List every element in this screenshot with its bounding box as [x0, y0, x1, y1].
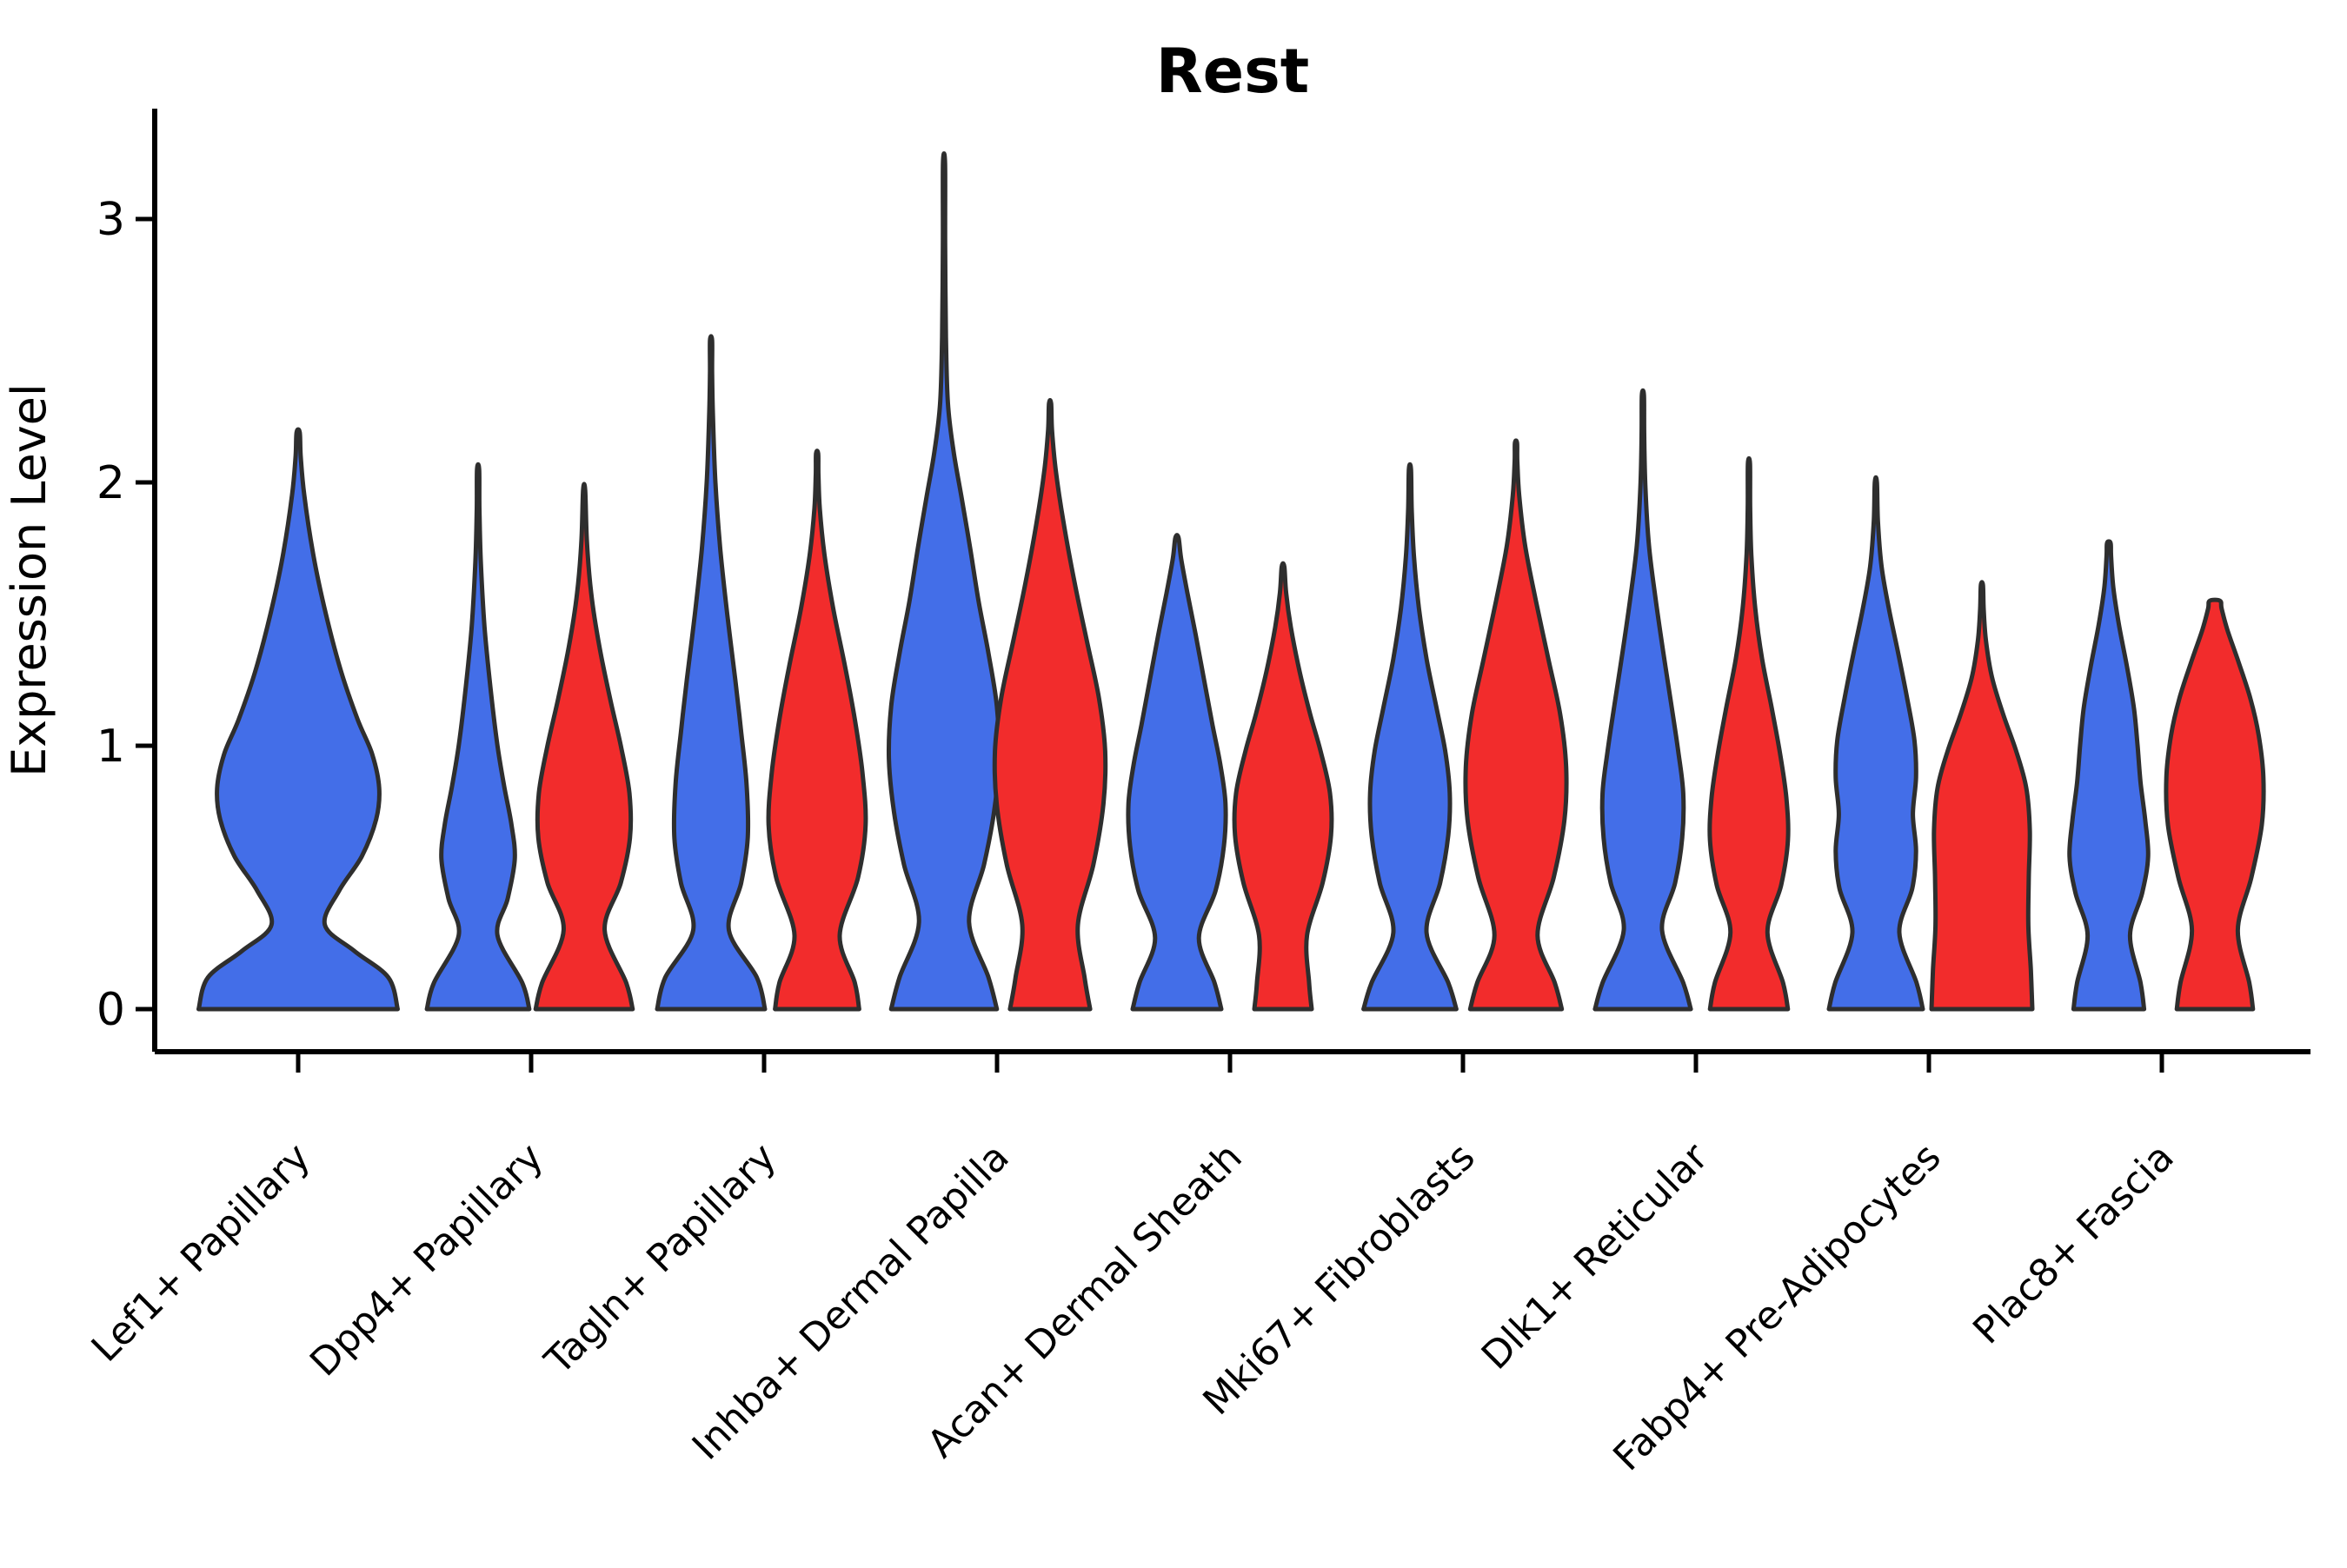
violin-inhba-dermal-papilla-red	[992, 397, 1108, 1012]
violin-tagln-papillary-blue	[655, 334, 768, 1012]
violin-lef1-papillary-blue	[196, 427, 400, 1012]
violin-plac8-fascia-blue	[2067, 539, 2151, 1012]
x-tick-label-dlk1-reticular: Dlk1+ Reticular	[1473, 1134, 1718, 1379]
violin-dlk1-reticular-red	[1707, 455, 1791, 1012]
violin-inhba-dermal-papilla-blue	[886, 151, 1002, 1012]
violin-acan-dermal-sheath-blue	[1126, 533, 1228, 1012]
violin-mki67-fibroblasts-red	[1463, 438, 1569, 1012]
violin-tagln-papillary-red	[766, 448, 868, 1012]
y-tick-label: 2	[96, 457, 125, 509]
chart-title: Rest	[1156, 36, 1310, 107]
x-tick-label-plac8-fascia: Plac8+ Fascia	[1965, 1135, 2183, 1353]
violin-fabp4-pre-adipocytes-red	[1929, 580, 2035, 1012]
x-tick-label-tagln-papillary: Tagln+ Papillary	[536, 1135, 785, 1384]
y-tick-label: 3	[96, 194, 125, 246]
violin-plac8-fascia-red	[2164, 597, 2266, 1012]
x-tick-label-dpp4-papillary: Dpp4+ Papillary	[302, 1135, 552, 1385]
violin-dlk1-reticular-blue	[1592, 388, 1693, 1012]
violin-mki67-fibroblasts-blue	[1361, 462, 1459, 1012]
y-tick-label: 1	[96, 721, 125, 773]
violin-fabp4-pre-adipocytes-blue	[1826, 475, 1925, 1012]
x-tick-label-lef1-papillary: Lef1+ Papillary	[83, 1135, 319, 1371]
y-axis-label: Expression Level	[2, 383, 57, 777]
violin-dpp4-papillary-blue	[424, 462, 532, 1012]
violin-dpp4-papillary-red	[533, 482, 635, 1012]
violin-acan-dermal-sheath-red	[1232, 561, 1334, 1012]
y-tick-label: 0	[96, 984, 125, 1036]
